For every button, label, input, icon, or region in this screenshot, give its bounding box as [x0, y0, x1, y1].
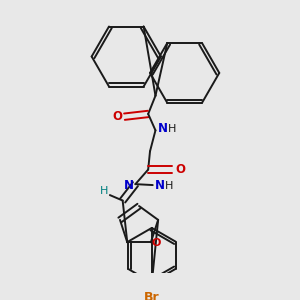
- Text: O: O: [152, 238, 161, 248]
- Text: N: N: [158, 122, 168, 135]
- Text: N: N: [154, 179, 165, 193]
- Text: H: H: [165, 181, 173, 191]
- Text: O: O: [175, 163, 185, 176]
- Text: O: O: [112, 110, 122, 123]
- Text: H: H: [168, 124, 177, 134]
- Text: H: H: [100, 186, 109, 197]
- Text: Br: Br: [144, 291, 160, 300]
- Text: N: N: [124, 178, 134, 192]
